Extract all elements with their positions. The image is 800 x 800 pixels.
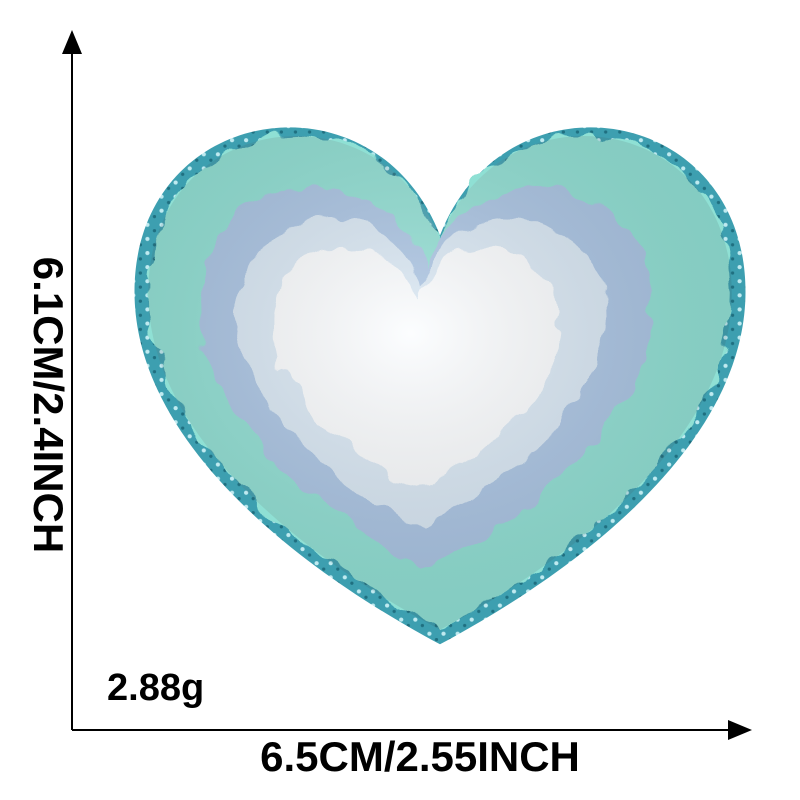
height-dimension-label: 6.1CM/2.4INCH bbox=[25, 256, 72, 554]
weight-label: 2.88g bbox=[107, 667, 205, 709]
width-dimension-label: 6.5CM/2.55INCH bbox=[260, 733, 580, 780]
heart-patch bbox=[134, 127, 746, 645]
up-arrow-icon bbox=[62, 30, 82, 54]
right-arrow-icon bbox=[728, 720, 752, 740]
dimension-axes bbox=[62, 30, 752, 740]
